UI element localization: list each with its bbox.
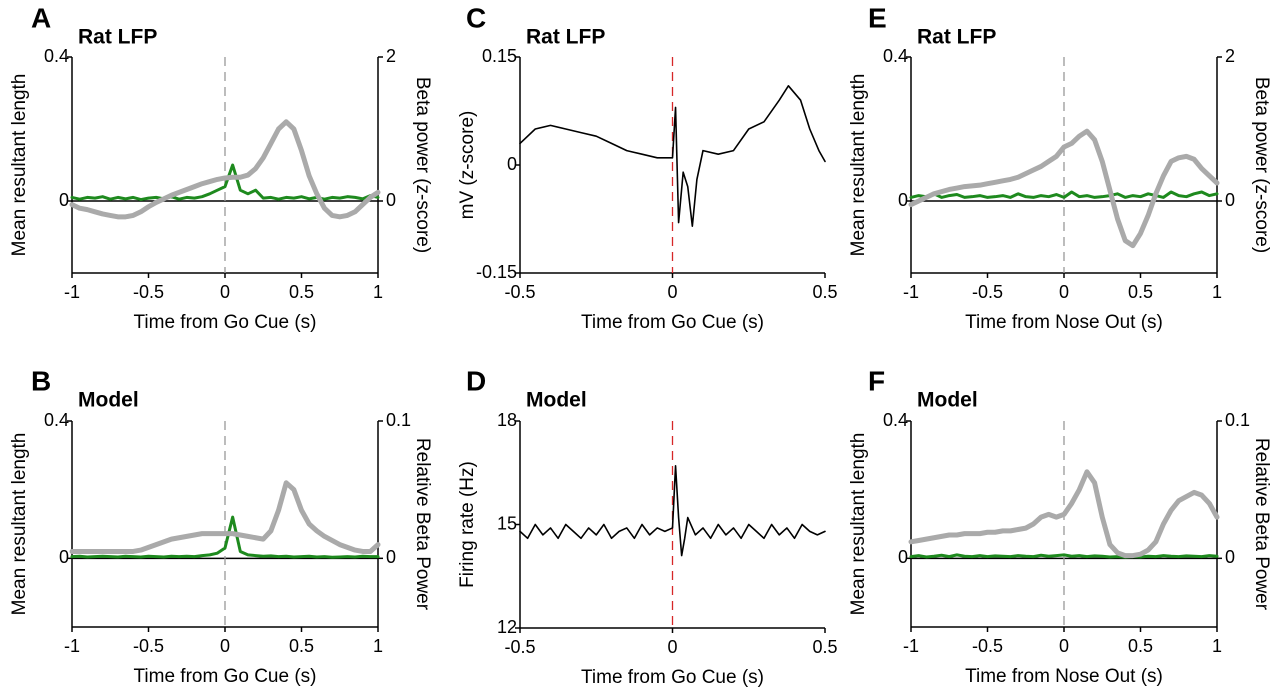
x-tick-label: 0.5: [1128, 636, 1153, 656]
panel-letter: C: [466, 2, 486, 33]
x-tick-label: -1: [903, 282, 919, 302]
data-line: [519, 465, 826, 557]
x-axis-label: Time from Go Cue (s): [134, 666, 317, 687]
x-axis-label: Time from Nose Out (s): [965, 666, 1163, 687]
panel-letter: D: [466, 365, 486, 396]
x-tick-label: 1: [373, 282, 383, 302]
data-line: [69, 119, 381, 220]
y-tick-label: 15: [497, 513, 517, 533]
data-line: [69, 480, 381, 554]
x-tick-label: 0: [220, 282, 230, 302]
x-tick-label: 0.5: [1128, 282, 1153, 302]
x-tick-label: 0: [1059, 636, 1069, 656]
panel-title: Rat LFP: [917, 26, 996, 49]
data-line: [908, 128, 1220, 249]
y2-tick-label: 0: [1225, 190, 1235, 210]
x-tick-label: 0: [220, 636, 230, 656]
y2-axis-label: Beta power (z-score): [1251, 77, 1272, 253]
x-axis-label: Time from Go Cue (s): [581, 312, 764, 333]
y-tick-label: 0: [507, 154, 517, 174]
y2-tick-label: 2: [1225, 46, 1235, 66]
y2-tick-label: 0: [386, 190, 396, 210]
data-line: [909, 190, 1219, 199]
y-axis-label: Mean resultant length: [848, 74, 869, 257]
y-axis-label: Firing rate (Hz): [457, 461, 478, 588]
panel-title: Model: [526, 389, 587, 412]
x-tick-label: -0.5: [133, 282, 164, 302]
y2-axis-label: Relative Beta Power: [1251, 438, 1272, 611]
x-tick-label: 0: [667, 637, 677, 657]
y2-tick-label: 0.1: [1225, 410, 1250, 430]
x-axis-label: Time from Go Cue (s): [581, 667, 764, 688]
y2-axis-label: Relative Beta Power: [412, 438, 433, 611]
y-tick-label: 0.4: [883, 46, 908, 66]
panel-title: Model: [917, 389, 978, 412]
x-axis-label: Time from Nose Out (s): [965, 312, 1163, 333]
y2-axis-label: Beta power (z-score): [412, 77, 433, 253]
y-tick-label: 0: [898, 547, 908, 567]
y-axis-label: Mean resultant length: [9, 433, 30, 616]
x-axis-label: Time from Go Cue (s): [134, 312, 317, 333]
x-tick-label: 0: [1059, 282, 1069, 302]
x-tick-label: -0.5: [504, 282, 535, 302]
x-tick-label: -0.5: [972, 282, 1003, 302]
x-tick-label: 1: [373, 636, 383, 656]
x-tick-label: 0.5: [812, 282, 837, 302]
x-tick-label: -1: [903, 636, 919, 656]
panel-title: Rat LFP: [78, 26, 157, 49]
y2-tick-label: 0: [386, 547, 396, 567]
y-tick-label: -0.15: [476, 262, 517, 282]
y2-tick-label: 2: [386, 46, 396, 66]
panel-letter: F: [868, 365, 885, 396]
y-axis-label: Mean resultant length: [9, 74, 30, 257]
data-line: [908, 469, 1220, 559]
data-line: [519, 85, 826, 227]
y-tick-label: 12: [497, 617, 517, 637]
y-tick-label: 18: [497, 410, 517, 430]
y-tick-label: 0: [59, 547, 69, 567]
x-tick-label: -0.5: [972, 636, 1003, 656]
x-tick-label: 1: [1212, 636, 1222, 656]
x-tick-label: -0.5: [504, 637, 535, 657]
panel-title: Rat LFP: [526, 26, 605, 49]
x-tick-label: 1: [1212, 282, 1222, 302]
panel-letter: E: [868, 2, 887, 33]
y-tick-label: 0.4: [44, 410, 69, 430]
x-tick-label: -0.5: [133, 636, 164, 656]
data-line: [70, 163, 380, 202]
x-tick-label: -1: [64, 636, 80, 656]
y-tick-label: 0.4: [883, 410, 908, 430]
y-tick-label: 0: [898, 190, 908, 210]
y-tick-label: 0.4: [44, 46, 69, 66]
x-tick-label: 0.5: [289, 636, 314, 656]
panel-letter: B: [31, 365, 51, 396]
x-tick-label: 0.5: [289, 282, 314, 302]
panel-letter: A: [31, 2, 51, 33]
data-line: [909, 553, 1219, 559]
y-axis-label: mV (z-score): [457, 111, 478, 220]
y-tick-label: 0: [59, 190, 69, 210]
data-line: [70, 515, 380, 559]
x-tick-label: 0: [667, 282, 677, 302]
panel-title: Model: [78, 389, 139, 412]
y2-tick-label: 0: [1225, 547, 1235, 567]
y2-tick-label: 0.1: [386, 410, 411, 430]
x-tick-label: 0.5: [812, 637, 837, 657]
y-tick-label: 0.15: [482, 46, 517, 66]
x-tick-label: -1: [64, 282, 80, 302]
y-axis-label: Mean resultant length: [848, 433, 869, 616]
